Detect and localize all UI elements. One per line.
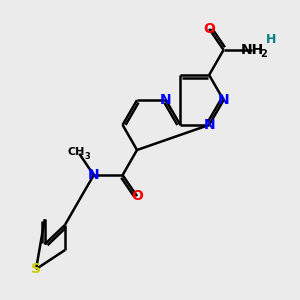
Text: 3: 3 [85,152,90,161]
Text: NH: NH [241,43,264,57]
Text: 2: 2 [260,49,267,59]
Text: N: N [203,118,215,132]
Text: N: N [88,168,100,182]
Text: S: S [31,262,41,276]
Text: N: N [218,93,230,107]
Text: O: O [203,22,215,36]
Text: H: H [266,33,276,46]
Text: N: N [160,93,172,107]
Text: CH: CH [68,147,85,157]
Text: O: O [131,189,143,203]
